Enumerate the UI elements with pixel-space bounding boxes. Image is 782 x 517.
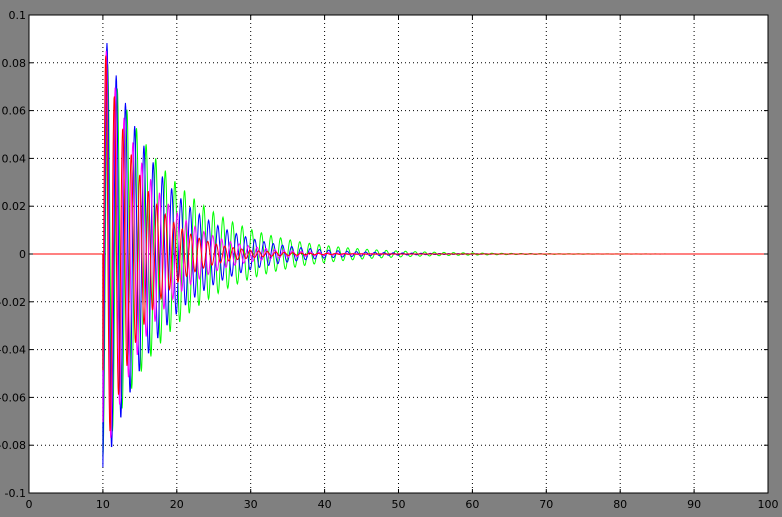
y-tick-label: -0.02 <box>0 296 26 309</box>
y-tick-label: 0.04 <box>2 152 27 165</box>
y-tick-label: 0.06 <box>2 105 27 118</box>
x-tick-label: 30 <box>244 498 258 511</box>
y-tick-label: -0.08 <box>0 439 26 452</box>
y-tick-label: 0.02 <box>2 200 27 213</box>
y-tick-label: 0.1 <box>9 9 27 22</box>
x-tick-label: 40 <box>318 498 332 511</box>
series-line-signal-4 <box>29 55 768 432</box>
x-tick-label: 80 <box>613 498 627 511</box>
x-tick-label: 90 <box>687 498 701 511</box>
x-tick-label: 0 <box>26 498 33 511</box>
x-tick-label: 100 <box>758 498 779 511</box>
y-tick-label: -0.1 <box>5 487 26 500</box>
y-tick-label: 0.08 <box>2 57 27 70</box>
series-layer <box>29 43 769 468</box>
x-tick-label: 70 <box>539 498 553 511</box>
x-tick-label: 50 <box>392 498 406 511</box>
y-tick-label: -0.04 <box>0 344 26 357</box>
y-tick-label: -0.06 <box>0 391 26 404</box>
x-tick-label: 10 <box>96 498 110 511</box>
x-axis: 0 10 20 30 40 50 60 70 80 90 100 <box>26 15 779 511</box>
y-axis: 0.1 0.08 0.06 0.04 0.02 0 -0.02 -0.04 -0.06 -0.08… <box>0 9 768 500</box>
x-tick-label: 60 <box>465 498 479 511</box>
x-tick-label: 20 <box>170 498 184 511</box>
y-tick-label: 0 <box>19 248 26 261</box>
